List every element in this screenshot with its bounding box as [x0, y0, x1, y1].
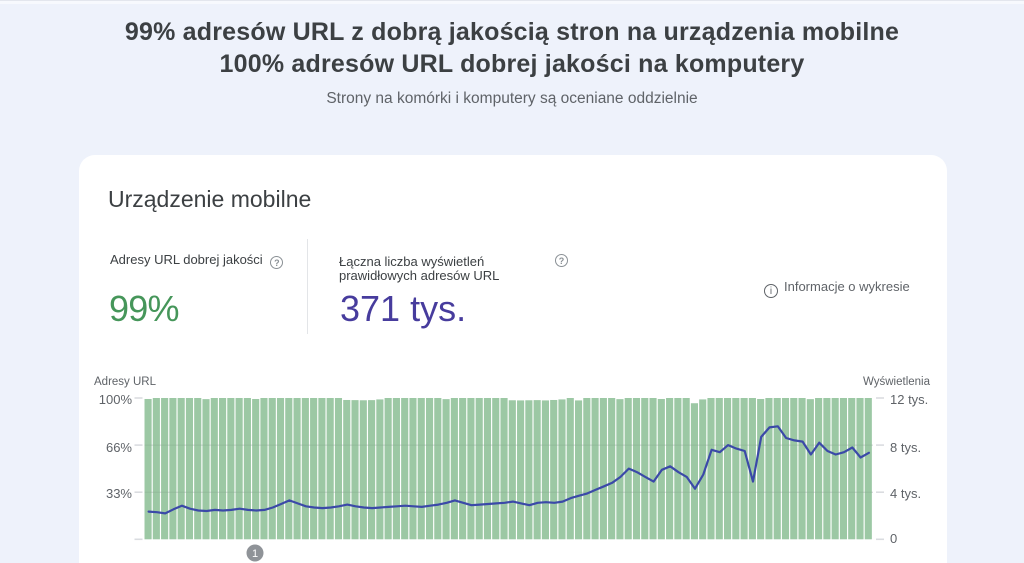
svg-text:1: 1 [252, 548, 258, 560]
